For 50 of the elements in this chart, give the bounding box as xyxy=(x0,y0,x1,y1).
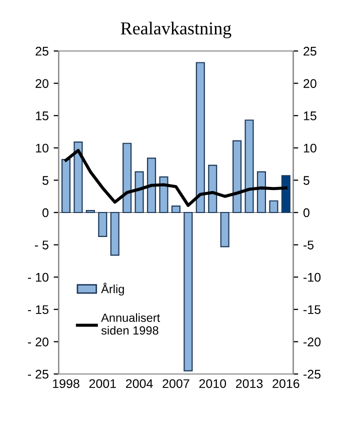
y2-tick-label: 20 xyxy=(304,79,316,88)
x-tick-label: 2016 xyxy=(272,379,300,388)
y2-tick-label: 25 xyxy=(304,46,316,56)
bar xyxy=(146,158,156,214)
y2-tick-label: 0 xyxy=(303,208,310,218)
bar xyxy=(269,200,278,214)
bar xyxy=(232,140,242,214)
bar xyxy=(110,212,120,256)
y-tick-label: 10 xyxy=(36,144,48,153)
y-tick-label: 5 xyxy=(42,176,48,185)
y2-tick-label: 15 xyxy=(304,112,316,120)
bar xyxy=(244,120,254,214)
bar xyxy=(74,142,83,214)
bar xyxy=(134,171,144,214)
legend-label: Annualisert siden 1998 xyxy=(101,313,160,335)
y-tick-label: 25 xyxy=(36,46,48,56)
bar xyxy=(122,142,132,214)
y2-tick-label: -20 xyxy=(304,338,321,346)
x-tick-label: 2004 xyxy=(126,379,153,388)
y2-tick-label: -10 xyxy=(304,272,321,282)
y-tick-label: - 10 xyxy=(28,272,48,282)
y-tick-label: 20 xyxy=(36,79,48,88)
x-tick-label: 2001 xyxy=(89,379,116,388)
y2-tick-label: -5 xyxy=(304,240,314,250)
y-tick-label: 0 xyxy=(42,208,48,218)
chart-title: Realavkastning xyxy=(120,22,232,38)
bar xyxy=(256,171,266,214)
y-tick-label: - 20 xyxy=(28,338,48,346)
y2-tick-label: 10 xyxy=(304,144,316,153)
bar xyxy=(171,205,180,214)
bar xyxy=(196,62,205,214)
bar xyxy=(98,212,108,237)
y-tick-label: - 5 xyxy=(34,240,48,250)
bar xyxy=(184,212,193,372)
legend-label: Årlig xyxy=(101,282,124,296)
y2-tick-label: 5 xyxy=(303,176,310,185)
y-tick-label: - 15 xyxy=(28,305,48,314)
x-tick-label: 2010 xyxy=(199,379,226,388)
x-tick-label: 2013 xyxy=(236,379,263,388)
y2-tick-label: -25 xyxy=(304,370,321,379)
bar xyxy=(220,212,230,248)
y2-tick-label: -15 xyxy=(304,305,321,314)
y-tick-label: - 25 xyxy=(28,370,48,379)
bar xyxy=(61,158,71,214)
y-tick-label: 15 xyxy=(36,112,48,120)
bar xyxy=(281,175,290,214)
x-tick-label: 1998 xyxy=(53,379,80,388)
x-tick-label: 2007 xyxy=(162,379,190,388)
bar xyxy=(208,164,218,214)
line-series xyxy=(64,148,288,207)
